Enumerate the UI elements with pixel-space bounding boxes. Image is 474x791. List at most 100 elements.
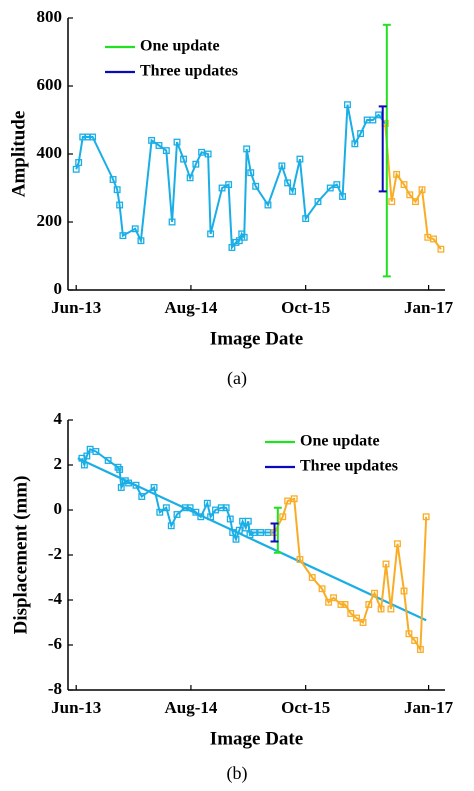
y-tick-label: 2 bbox=[54, 454, 63, 473]
data-point bbox=[244, 517, 252, 525]
y-axis-label: Amplitude bbox=[8, 111, 29, 198]
data-point bbox=[226, 515, 234, 523]
data-point bbox=[222, 504, 230, 512]
data-point bbox=[192, 160, 200, 168]
data-point bbox=[308, 574, 316, 581]
data-point bbox=[377, 605, 385, 613]
plot: -8 -6 -4 -2 0 2 4 Jun-13 Aug-14 Oct-15 Jan-17 Image… bbox=[10, 409, 453, 784]
data-line bbox=[75, 104, 386, 251]
data-point bbox=[180, 155, 188, 163]
data-point bbox=[412, 198, 419, 206]
data-point bbox=[181, 504, 189, 512]
data-point bbox=[339, 193, 347, 200]
y-tick-label: -6 bbox=[48, 634, 62, 653]
data-point bbox=[104, 457, 112, 464]
data-point bbox=[247, 169, 255, 177]
data-point bbox=[252, 182, 260, 190]
data-point bbox=[207, 513, 215, 521]
x-tick-label: Jan-17 bbox=[404, 298, 454, 317]
x-axis-label: Image Date bbox=[210, 328, 303, 349]
data-point bbox=[375, 111, 383, 119]
y-tick-label: -2 bbox=[48, 544, 62, 563]
x-tick-label: Jun-13 bbox=[51, 698, 101, 717]
legend-label: Three updates bbox=[300, 458, 398, 475]
data-point bbox=[344, 101, 351, 109]
data-point bbox=[388, 198, 396, 206]
legend-label: One update bbox=[140, 38, 220, 55]
data-point bbox=[333, 181, 341, 189]
data-point bbox=[382, 560, 390, 568]
y-tick-label: -4 bbox=[48, 589, 63, 608]
x-tick-label: Jun-13 bbox=[51, 298, 101, 317]
data-point bbox=[357, 130, 365, 138]
data-point bbox=[83, 452, 91, 460]
data-point bbox=[400, 587, 408, 595]
data-point bbox=[406, 191, 414, 199]
caption: (a) bbox=[227, 368, 247, 389]
data-point bbox=[347, 610, 355, 617]
data-point bbox=[296, 556, 304, 563]
data-point bbox=[365, 601, 373, 608]
data-point bbox=[229, 529, 237, 536]
data-point bbox=[387, 605, 395, 613]
data-point bbox=[80, 461, 88, 469]
data-point bbox=[353, 614, 360, 622]
data-point bbox=[79, 133, 87, 141]
data-point bbox=[72, 165, 80, 173]
x-tick-label: Oct-15 bbox=[281, 698, 330, 717]
data-point bbox=[155, 142, 163, 149]
data-point bbox=[137, 237, 145, 245]
data-point bbox=[351, 140, 359, 148]
data-point bbox=[400, 181, 408, 189]
data-point bbox=[173, 511, 181, 518]
data-point bbox=[132, 481, 140, 489]
y-tick-label: 0 bbox=[54, 499, 63, 518]
data-point bbox=[405, 630, 413, 638]
data-point bbox=[330, 594, 337, 602]
caption: (b) bbox=[227, 763, 248, 784]
data-point bbox=[411, 637, 419, 644]
x-tick-label: Oct-15 bbox=[281, 298, 330, 317]
data-point bbox=[162, 504, 170, 512]
data-line bbox=[384, 123, 442, 250]
data-point bbox=[218, 184, 226, 192]
data-point bbox=[371, 589, 378, 597]
y-tick-label: 800 bbox=[37, 7, 63, 26]
x-tick-label: Aug-14 bbox=[164, 298, 217, 317]
y-tick-label: 200 bbox=[37, 211, 63, 230]
y-tick-label: 600 bbox=[37, 75, 63, 94]
error-bar bbox=[382, 23, 391, 278]
data-point bbox=[167, 522, 175, 530]
data-point bbox=[430, 235, 437, 243]
data-point bbox=[250, 529, 258, 536]
data-point bbox=[217, 504, 225, 512]
y-tick-label: 0 bbox=[54, 279, 63, 298]
data-point bbox=[228, 244, 236, 251]
data-point bbox=[422, 513, 430, 521]
data-point bbox=[150, 484, 158, 491]
data-point bbox=[92, 448, 100, 455]
data-point bbox=[119, 232, 127, 240]
data-point bbox=[240, 233, 248, 241]
error-bar bbox=[378, 105, 387, 193]
data-point bbox=[197, 513, 205, 521]
data-point bbox=[186, 174, 194, 182]
data-point bbox=[279, 513, 287, 521]
data-point bbox=[296, 155, 304, 163]
data-point bbox=[278, 162, 286, 170]
x-axis-label: Image Date bbox=[210, 728, 303, 749]
x-tick-label: Jan-17 bbox=[404, 698, 454, 717]
data-point bbox=[264, 201, 272, 209]
data-point bbox=[418, 186, 426, 194]
data-point bbox=[437, 245, 445, 253]
data-point bbox=[314, 198, 322, 206]
data-point bbox=[232, 535, 240, 543]
data-point bbox=[359, 619, 367, 626]
data-point bbox=[264, 529, 272, 536]
data-point bbox=[225, 181, 233, 189]
data-point bbox=[138, 493, 146, 500]
data-point bbox=[416, 646, 424, 653]
data-point bbox=[302, 215, 310, 223]
data-point bbox=[186, 504, 194, 512]
